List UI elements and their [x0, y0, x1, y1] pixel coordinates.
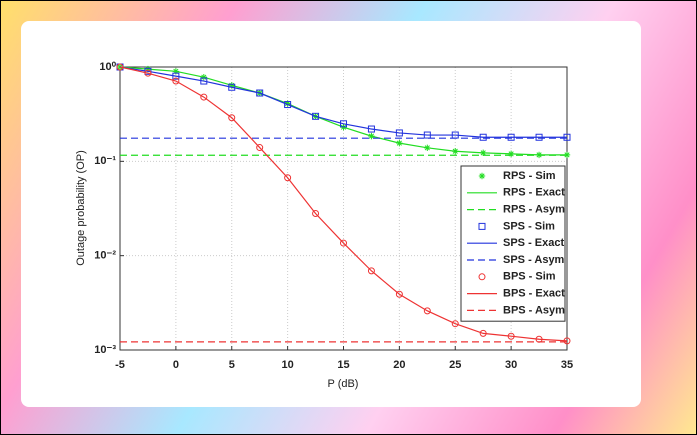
- screenshot: P (dB) Outage probability (OP) -5 0 5 10 15 2…: [0, 0, 697, 435]
- x-tick-label: 35: [561, 359, 573, 371]
- x-tick-label: -5: [115, 359, 125, 371]
- y-tick-label: 10⁰: [99, 61, 116, 73]
- x-tick-label: 5: [229, 359, 235, 371]
- legend-label: BPS - Exact: [503, 288, 565, 300]
- y-tick-label: 10⁻²: [94, 250, 116, 262]
- legend-label: SPS - Asym: [503, 254, 565, 266]
- legend-label: SPS - Exact: [503, 237, 564, 249]
- legend-label: RPS - Sim: [503, 170, 556, 182]
- x-axis-label: P (dB): [328, 378, 359, 390]
- x-tick-label: 25: [449, 359, 461, 371]
- x-tick-label: 10: [282, 359, 294, 371]
- y-axis-label: Outage probability (OP): [75, 150, 87, 266]
- legend: RPS - Sim RPS - Exact RPS - Asym SPS - Sim S…: [461, 166, 565, 321]
- legend-label: SPS - Sim: [503, 220, 555, 232]
- legend-label: RPS - Asym: [503, 204, 565, 216]
- legend-label: BPS - Sim: [503, 271, 556, 283]
- x-tick-label: 20: [393, 359, 405, 371]
- x-tick-label: 15: [337, 359, 349, 371]
- legend-label: BPS - Asym: [503, 304, 565, 316]
- x-tick-label: 30: [505, 359, 517, 371]
- chart: P (dB) Outage probability (OP) -5 0 5 10 15 2…: [1, 1, 696, 434]
- y-tick-label: 10⁻¹: [94, 155, 116, 167]
- y-tick-label: 10⁻³: [94, 344, 116, 356]
- legend-label: RPS - Exact: [503, 187, 565, 199]
- x-tick-label: 0: [173, 359, 179, 371]
